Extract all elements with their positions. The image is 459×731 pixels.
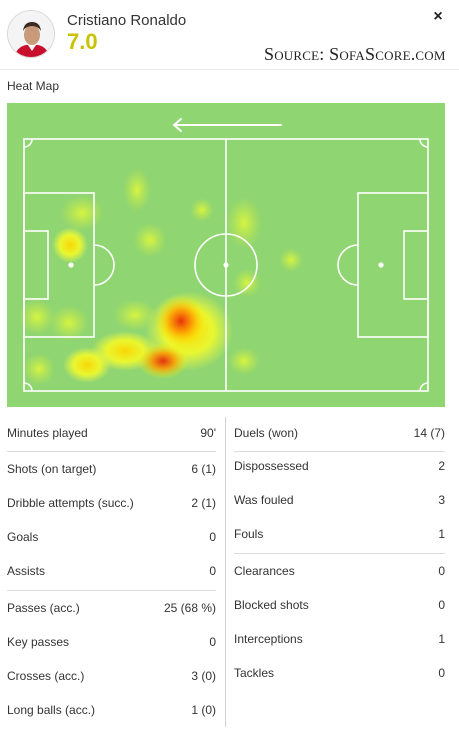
stat-row-dispossessed: Dispossessed 2 xyxy=(234,449,445,483)
stat-value: 0 xyxy=(438,564,445,578)
stat-row-goals: Goals 0 xyxy=(7,520,216,554)
stat-label: Blocked shots xyxy=(234,598,309,612)
player-header: Cristiano Ronaldo 7.0 × Source: SofaScor… xyxy=(0,0,459,70)
stat-label: Clearances xyxy=(234,564,295,578)
heatmap-pitch xyxy=(7,103,445,407)
stat-row-clearances: Clearances 0 xyxy=(234,554,445,588)
stat-value: 2 xyxy=(438,459,445,473)
stat-value: 0 xyxy=(209,564,216,578)
close-icon[interactable]: × xyxy=(433,8,443,25)
stat-value: 3 (0) xyxy=(191,669,216,683)
stat-label: Crosses (acc.) xyxy=(7,669,85,683)
stat-row-long-balls: Long balls (acc.) 1 (0) xyxy=(7,693,216,727)
stat-separator xyxy=(7,590,216,591)
stat-value: 0 xyxy=(209,530,216,544)
stat-row-interceptions: Interceptions 1 xyxy=(234,622,445,656)
stat-value: 2 (1) xyxy=(191,496,216,510)
stat-label: Interceptions xyxy=(234,632,303,646)
stat-label: Tackles xyxy=(234,666,275,680)
stat-value: 1 (0) xyxy=(191,703,216,717)
stat-label: Minutes played xyxy=(7,426,88,440)
stat-value: 25 (68 %) xyxy=(163,601,216,615)
stat-row-minutes-played: Minutes played 90' xyxy=(7,416,216,450)
heatmap-title: Heat Map xyxy=(7,79,60,93)
source-label: Source: SofaScore.com xyxy=(264,44,446,64)
stat-label: Fouls xyxy=(234,527,264,541)
stat-label: Dispossessed xyxy=(234,459,309,473)
stat-label: Was fouled xyxy=(234,493,294,507)
player-photo-icon xyxy=(8,11,54,57)
stat-separator xyxy=(7,451,216,452)
stat-row-fouls: Fouls 1 xyxy=(234,517,445,551)
player-avatar xyxy=(7,10,55,58)
stat-label: Goals xyxy=(7,530,39,544)
stat-separator xyxy=(234,553,445,554)
stat-label: Shots (on target) xyxy=(7,462,97,476)
stat-label: Assists xyxy=(7,564,46,578)
stat-value: 14 (7) xyxy=(413,426,445,440)
stat-row-dribble-attempts: Dribble attempts (succ.) 2 (1) xyxy=(7,486,216,520)
header-divider xyxy=(0,69,459,70)
stat-row-blocked-shots: Blocked shots 0 xyxy=(234,588,445,622)
stat-value: 0 xyxy=(438,666,445,680)
stat-value: 1 xyxy=(438,527,445,541)
stats-column-divider xyxy=(225,417,226,727)
stat-row-assists: Assists 0 xyxy=(7,554,216,588)
stat-row-shots: Shots (on target) 6 (1) xyxy=(7,452,216,486)
stat-row-passes: Passes (acc.) 25 (68 %) xyxy=(7,591,216,625)
pitch-spots xyxy=(68,262,384,268)
stat-row-crosses: Crosses (acc.) 3 (0) xyxy=(7,659,216,693)
stat-separator xyxy=(234,451,445,452)
stat-row-tackles: Tackles 0 xyxy=(234,656,445,690)
heat-layer xyxy=(19,168,303,385)
stat-row-key-passes: Key passes 0 xyxy=(7,625,216,659)
stat-value: 0 xyxy=(438,598,445,612)
player-name: Cristiano Ronaldo xyxy=(67,12,187,29)
player-rating: 7.0 xyxy=(67,29,98,54)
stat-row-duels: Duels (won) 14 (7) xyxy=(234,416,445,450)
attack-direction-arrow-icon xyxy=(172,118,282,132)
stat-label: Dribble attempts (succ.) xyxy=(7,496,134,510)
stat-value: 0 xyxy=(209,635,216,649)
stat-label: Passes (acc.) xyxy=(7,601,80,615)
stat-value: 90' xyxy=(200,426,216,440)
stat-row-was-fouled: Was fouled 3 xyxy=(234,483,445,517)
stat-value: 1 xyxy=(438,632,445,646)
stat-label: Duels (won) xyxy=(234,426,299,440)
stat-label: Long balls (acc.) xyxy=(7,703,96,717)
stat-value: 6 (1) xyxy=(191,462,216,476)
stat-label: Key passes xyxy=(7,635,70,649)
stat-value: 3 xyxy=(438,493,445,507)
